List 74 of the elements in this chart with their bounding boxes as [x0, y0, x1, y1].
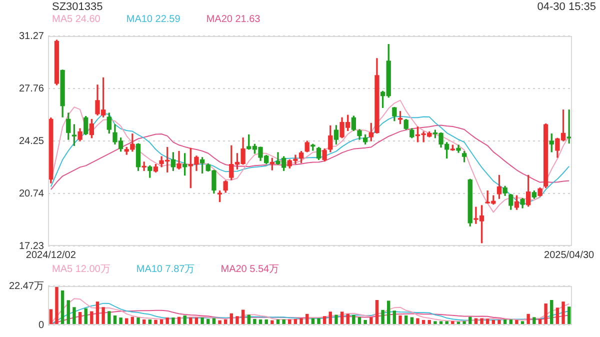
- bar: [236, 316, 239, 324]
- text: MA20 21.63: [206, 14, 260, 26]
- text: MA10 7.87万: [136, 264, 195, 276]
- text: MA10 22.59: [126, 14, 180, 26]
- bar: [474, 318, 478, 324]
- bar: [49, 309, 53, 324]
- bar: [526, 314, 530, 324]
- text: MA5 12.00万: [52, 264, 110, 276]
- text: MA5 24.60: [52, 14, 100, 26]
- y-tick-label: 0: [38, 320, 44, 331]
- bar: [241, 310, 245, 324]
- bar: [498, 320, 501, 324]
- bar: [300, 318, 303, 324]
- bar: [119, 318, 122, 324]
- bar: [567, 306, 571, 324]
- bar: [172, 318, 175, 324]
- candlestick: [142, 162, 146, 171]
- bar: [78, 312, 82, 324]
- bar: [544, 303, 548, 324]
- bar: [445, 321, 448, 324]
- bar: [515, 320, 518, 324]
- bar: [154, 320, 158, 324]
- bar: [270, 320, 274, 324]
- x-tick-label: 2025/04/30: [544, 250, 595, 261]
- y-tick-label: 17.23: [18, 240, 44, 252]
- bar: [346, 314, 350, 324]
- bar: [550, 300, 554, 324]
- bar: [282, 319, 286, 324]
- bar: [136, 318, 140, 324]
- bar: [253, 318, 256, 324]
- bar: [200, 318, 204, 324]
- bar: [317, 318, 320, 324]
- bar: [381, 310, 384, 324]
- bar: [90, 311, 94, 324]
- y-tick-label: 31.27: [18, 30, 44, 42]
- bar: [218, 320, 222, 324]
- bar: [387, 300, 390, 324]
- bar: [322, 316, 326, 324]
- bar: [398, 315, 402, 324]
- text: MA20 5.54万: [220, 264, 280, 276]
- bar: [562, 302, 565, 324]
- chart-title: SZ301335: [52, 0, 103, 14]
- bar: [55, 286, 58, 324]
- bar: [532, 317, 536, 324]
- y-tick-label: 24.25: [18, 136, 44, 147]
- bar: [416, 318, 420, 324]
- bar: [392, 310, 396, 324]
- x-tick-label: 2024/12/02: [26, 250, 76, 261]
- bar: [108, 311, 111, 324]
- bar: [102, 307, 105, 324]
- text: 04-30 15:35: [537, 0, 596, 14]
- bar: [60, 290, 64, 324]
- bar: [212, 318, 216, 324]
- bar: [96, 302, 100, 324]
- bar: [352, 314, 356, 324]
- bar: [66, 300, 70, 324]
- bar: [328, 312, 332, 324]
- bar: [434, 321, 437, 324]
- bar: [84, 308, 88, 324]
- bar: [480, 318, 484, 324]
- y-tick-label: 22.47万: [8, 280, 44, 292]
- bar: [264, 319, 268, 324]
- bar: [334, 314, 338, 324]
- bar: [340, 312, 344, 324]
- bar: [125, 318, 128, 324]
- y-tick-label: 20.74: [18, 188, 44, 200]
- bar: [462, 321, 466, 324]
- y-tick-label: 27.76: [18, 83, 44, 94]
- bar: [311, 318, 315, 324]
- bar: [556, 308, 560, 324]
- bar: [72, 307, 76, 324]
- bar: [183, 315, 186, 324]
- bar: [375, 300, 379, 324]
- bar: [364, 320, 367, 324]
